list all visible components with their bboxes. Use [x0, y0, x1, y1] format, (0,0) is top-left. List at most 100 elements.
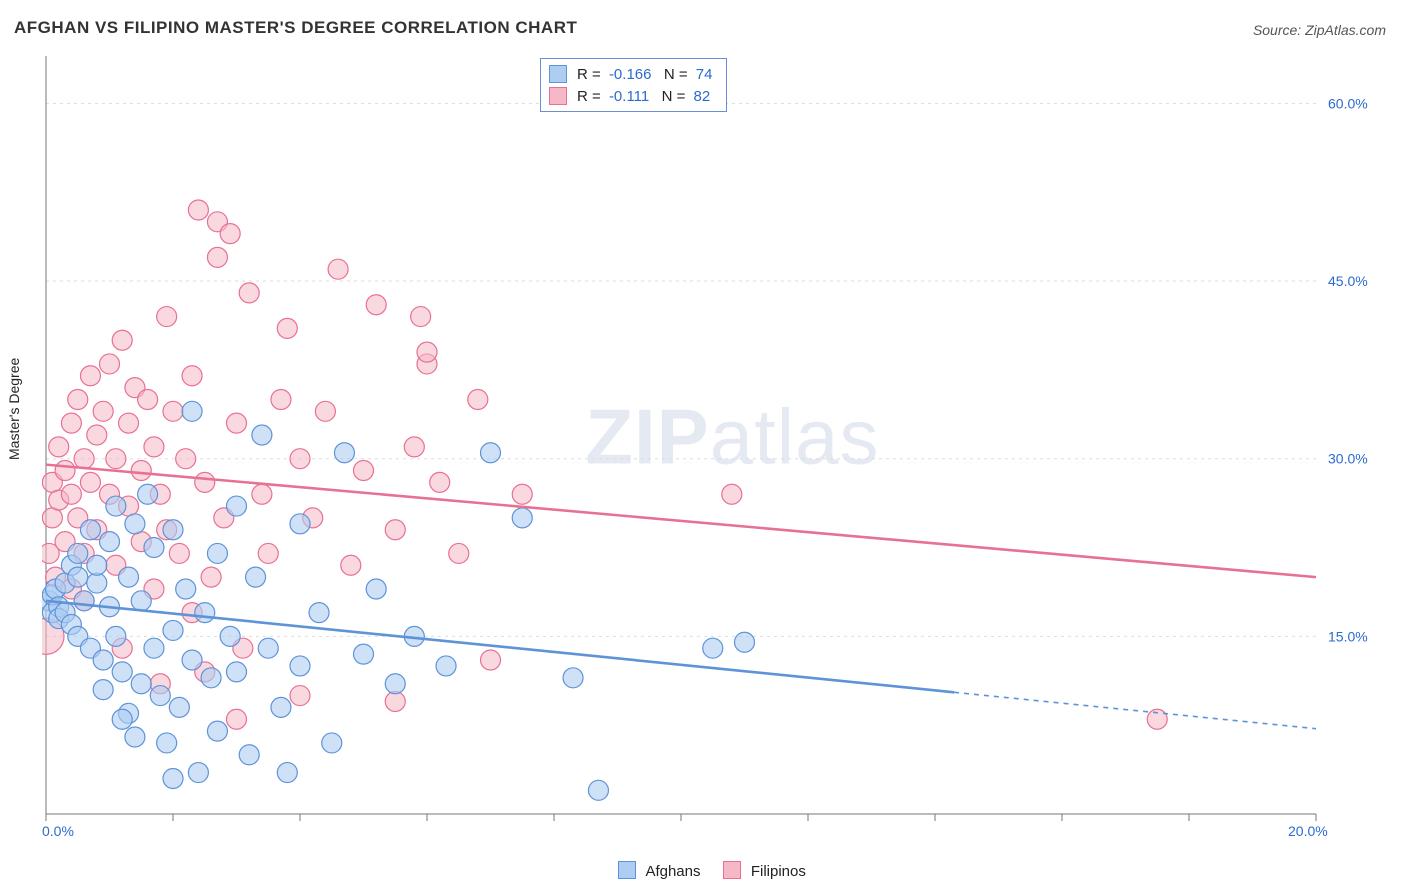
data-point [385, 520, 405, 540]
data-point [271, 389, 291, 409]
data-point [239, 745, 259, 765]
data-point [100, 354, 120, 374]
svg-text:45.0%: 45.0% [1328, 273, 1368, 289]
data-point [138, 484, 158, 504]
data-point [366, 579, 386, 599]
data-point [322, 733, 342, 753]
legend-label: Filipinos [751, 863, 806, 880]
data-point [290, 449, 310, 469]
data-point [61, 413, 81, 433]
legend-swatch [618, 861, 636, 879]
data-point [138, 389, 158, 409]
data-point [182, 401, 202, 421]
data-point [290, 656, 310, 676]
data-point [417, 342, 437, 362]
trend-line [46, 465, 1316, 578]
data-point [49, 437, 69, 457]
data-point [182, 650, 202, 670]
n-label: N = [653, 88, 689, 105]
data-point [201, 567, 221, 587]
correlation-row: R = -0.111 N = 82 [549, 85, 716, 107]
r-value: -0.111 [605, 88, 653, 105]
y-axis-label: Master's Degree [6, 358, 22, 460]
data-point [182, 366, 202, 386]
data-point [125, 727, 145, 747]
data-point [227, 413, 247, 433]
data-point [354, 461, 374, 481]
data-point [150, 686, 170, 706]
data-point [411, 307, 431, 327]
data-point [80, 472, 100, 492]
data-point [163, 401, 183, 421]
data-point [106, 626, 126, 646]
data-point [176, 449, 196, 469]
data-point [106, 449, 126, 469]
data-point [207, 543, 227, 563]
data-point [112, 709, 132, 729]
data-point [385, 691, 405, 711]
data-point [239, 283, 259, 303]
data-point [220, 224, 240, 244]
data-point [512, 508, 532, 528]
data-point [195, 603, 215, 623]
data-point [68, 389, 88, 409]
data-point [328, 259, 348, 279]
data-point [201, 668, 221, 688]
data-point [512, 484, 532, 504]
data-point [195, 472, 215, 492]
data-point [315, 401, 335, 421]
data-point [131, 461, 151, 481]
data-point [309, 603, 329, 623]
legend-label: Afghans [645, 863, 700, 880]
data-point [68, 567, 88, 587]
data-point [252, 484, 272, 504]
data-point [93, 650, 113, 670]
data-point [112, 662, 132, 682]
n-value: 82 [690, 88, 715, 105]
data-point [80, 366, 100, 386]
data-point [334, 443, 354, 463]
svg-text:0.0%: 0.0% [42, 823, 74, 839]
data-point [163, 620, 183, 640]
data-point [74, 591, 94, 611]
data-point [42, 508, 62, 528]
data-point [481, 650, 501, 670]
data-point [144, 638, 164, 658]
data-point [588, 780, 608, 800]
data-point [163, 768, 183, 788]
data-point [290, 514, 310, 534]
data-point [735, 632, 755, 652]
series-legend: Afghans Filipinos [0, 861, 1406, 880]
trend-line-dashed [954, 692, 1316, 728]
data-point [80, 520, 100, 540]
data-point [61, 484, 81, 504]
data-point [563, 668, 583, 688]
data-point [106, 496, 126, 516]
svg-text:20.0%: 20.0% [1288, 823, 1328, 839]
data-point [176, 579, 196, 599]
data-point [169, 697, 189, 717]
data-point [227, 496, 247, 516]
legend-swatch [723, 861, 741, 879]
source-label: Source: ZipAtlas.com [1253, 22, 1386, 38]
data-point [144, 538, 164, 558]
data-point [227, 709, 247, 729]
data-point [258, 638, 278, 658]
data-point [436, 656, 456, 676]
n-label: N = [655, 66, 691, 83]
data-point [93, 680, 113, 700]
data-point [125, 514, 145, 534]
data-point [55, 461, 75, 481]
svg-text:15.0%: 15.0% [1328, 628, 1368, 644]
data-point [341, 555, 361, 575]
data-point [188, 200, 208, 220]
data-point [703, 638, 723, 658]
svg-text:60.0%: 60.0% [1328, 95, 1368, 111]
r-label: R = [577, 88, 605, 105]
data-point [258, 543, 278, 563]
correlation-legend: R = -0.166 N = 74 R = -0.111 N = 82 [540, 58, 727, 112]
data-point [87, 555, 107, 575]
correlation-row: R = -0.166 N = 74 [549, 63, 716, 85]
data-point [144, 437, 164, 457]
data-point [131, 591, 151, 611]
